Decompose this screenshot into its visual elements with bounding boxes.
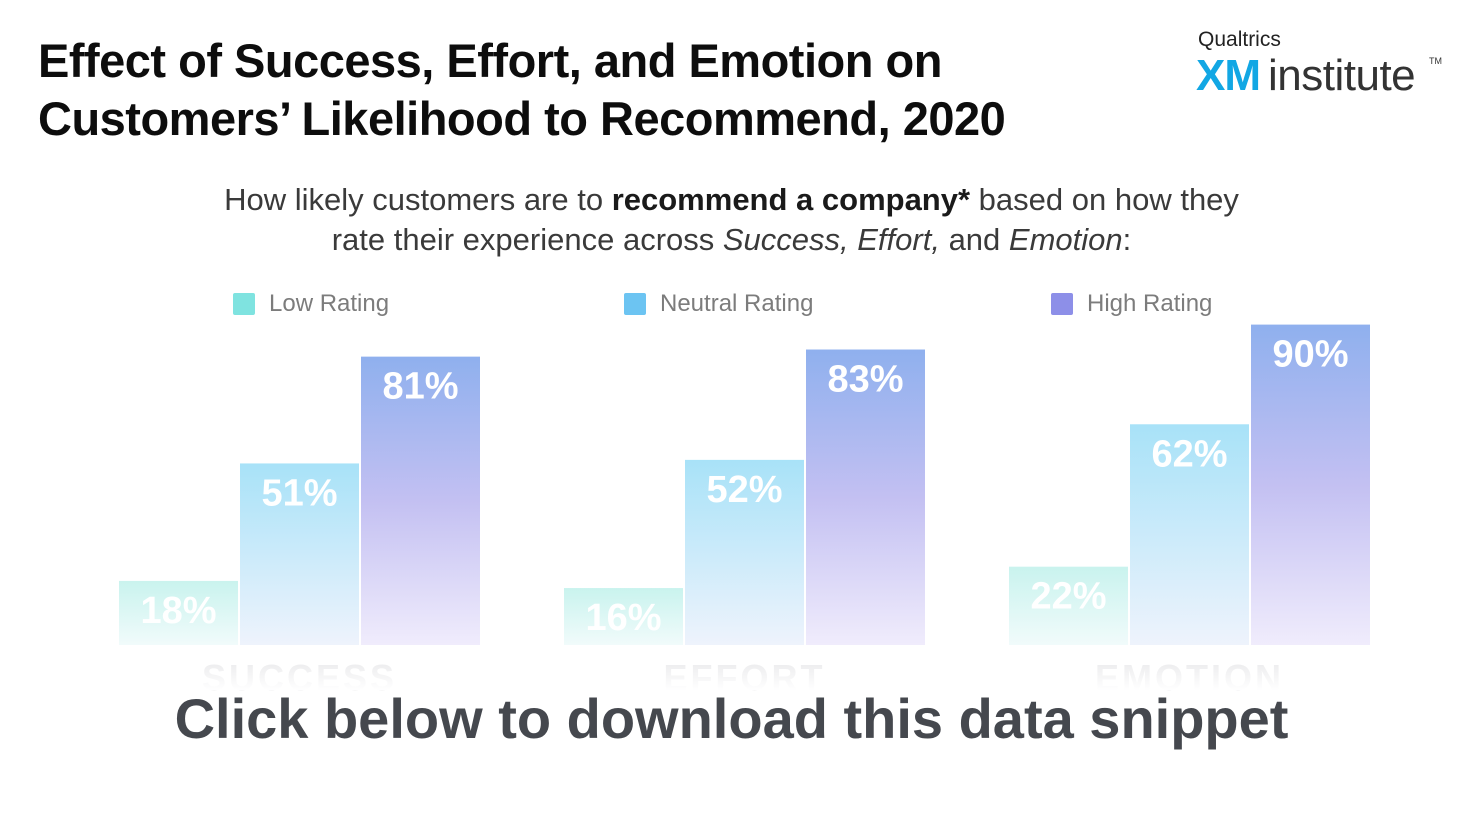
bar-success-low	[119, 580, 238, 645]
subtitle-line1-post: based on how they	[970, 182, 1239, 217]
subtitle-line1-pre: How likely customers are to	[224, 182, 612, 217]
legend-label-low: Low Rating	[269, 290, 390, 317]
bar-success-neutral	[240, 463, 359, 645]
bar-label-emotion-neutral: 62%	[1151, 433, 1227, 475]
legend-item-neutral: Neutral Rating	[624, 290, 813, 318]
bar-label-emotion-low: 22%	[1030, 576, 1106, 618]
download-data-snippet-link[interactable]: Click below to download this data snippe…	[174, 687, 1289, 750]
bar-emotion-neutral	[1130, 424, 1249, 645]
legend-item-high: High Rating	[1051, 290, 1212, 318]
subtitle-line2-italic2: Emotion	[1008, 222, 1123, 257]
bar-emotion-high	[1251, 324, 1370, 645]
subtitle-line2-post: :	[1122, 222, 1132, 257]
chart-title: Effect of Success, Effort, and Emotion o…	[38, 32, 1158, 148]
subtitle-line-2: rate their experience across Success, Ef…	[0, 220, 1463, 260]
bar-label-success-high: 81%	[382, 366, 458, 408]
title-line-2: Customers’ Likelihood to Recommend, 2020	[38, 92, 1006, 145]
legend-swatch-low	[233, 293, 255, 315]
bar-label-success-low: 18%	[140, 590, 216, 632]
qualtrics-xm-institute-logo: Qualtrics XM institute TM	[1196, 26, 1446, 98]
bar-label-effort-low: 16%	[585, 597, 661, 639]
logo-brand-text: Qualtrics	[1198, 28, 1281, 51]
legend-item-low: Low Rating	[233, 290, 389, 318]
logo-trademark: TM	[1429, 56, 1442, 66]
subtitle-line2-pre: rate their experience across	[331, 222, 723, 257]
bar-label-success-neutral: 51%	[261, 472, 337, 514]
logo-xm-text: XM	[1196, 51, 1261, 100]
chart-subtitle: How likely customers are to recommend a …	[0, 180, 1463, 260]
legend-swatch-neutral	[624, 293, 646, 315]
bar-label-effort-high: 83%	[827, 359, 903, 401]
title-line-1: Effect of Success, Effort, and Emotion o…	[38, 34, 942, 87]
bar-emotion-low	[1009, 566, 1128, 645]
legend-label-high: High Rating	[1087, 290, 1213, 317]
subtitle-line2-italic1: Success, Effort,	[722, 222, 940, 257]
bar-effort-low	[564, 588, 683, 645]
subtitle-line-1: How likely customers are to recommend a …	[0, 180, 1463, 220]
bar-effort-neutral	[685, 459, 804, 645]
bar-effort-high	[806, 349, 925, 645]
bar-success-high	[361, 356, 480, 645]
logo-institute-text: institute	[1268, 51, 1416, 100]
legend-label-neutral: Neutral Rating	[660, 290, 814, 317]
subtitle-line2-mid: and	[939, 222, 1009, 257]
bar-label-emotion-high: 90%	[1272, 334, 1348, 376]
bar-label-effort-neutral: 52%	[706, 469, 782, 511]
legend-swatch-high	[1051, 293, 1073, 315]
subtitle-line1-bold: recommend a company*	[611, 182, 971, 217]
